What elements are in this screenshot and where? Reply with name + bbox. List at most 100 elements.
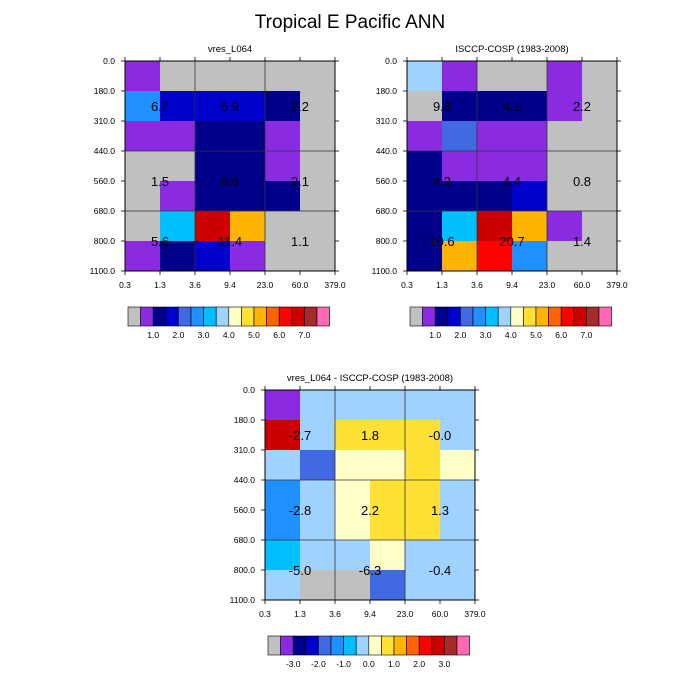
y-tick-label: 440.0	[376, 146, 398, 156]
heatmap-cell	[125, 211, 161, 242]
y-tick-label: 680.0	[94, 206, 116, 216]
heatmap-cell	[370, 420, 406, 451]
colorbar-swatch	[280, 635, 294, 656]
heatmap-cell	[125, 121, 161, 152]
x-tick-label: 1.3	[294, 609, 306, 619]
heatmap-cell	[230, 181, 266, 212]
heatmap-cell	[405, 480, 441, 511]
heatmap-cell	[160, 91, 196, 122]
colorbar-label: -2.0	[311, 659, 326, 669]
heatmap-cell	[442, 151, 478, 182]
heatmap-cell	[477, 151, 513, 182]
colorbar-swatch	[140, 306, 154, 327]
block-value-label: -0.4	[429, 563, 451, 578]
heatmap-cell	[300, 420, 336, 451]
heatmap-cell	[125, 241, 161, 272]
heatmap-cell	[300, 570, 336, 601]
colorbar-swatch	[456, 635, 470, 656]
heatmap-cell	[335, 480, 371, 511]
heatmap-cell	[265, 510, 301, 541]
heatmap-cell	[160, 211, 196, 242]
panel-3: vres_L064 - ISCCP-COSP (1983-2008) -2.7 1.…	[230, 373, 486, 669]
heatmap-cell	[582, 151, 618, 182]
colorbar-swatch	[535, 306, 549, 327]
heatmap-cell	[442, 91, 478, 122]
x-tick-label: 0.3	[401, 280, 413, 290]
heatmap-cell	[477, 61, 513, 92]
block-value-label: 4.3	[433, 174, 451, 189]
y-tick-label: 800.0	[376, 236, 398, 246]
y-tick-label: 0.0	[243, 385, 255, 395]
colorbar-swatch	[318, 635, 332, 656]
block-value-label: 2.1	[291, 174, 309, 189]
colorbar-swatch	[304, 306, 318, 327]
y-tick-label: 440.0	[234, 475, 256, 485]
colorbar-swatch	[418, 635, 433, 656]
x-tick-label: 23.0	[397, 609, 414, 619]
heatmap-cell	[125, 151, 161, 182]
heatmap-cell	[300, 241, 336, 272]
heatmap-cell	[265, 390, 301, 421]
colorbar-swatch	[548, 306, 562, 327]
colorbar-swatch	[573, 306, 587, 327]
block-value-label: -2.7	[289, 428, 311, 443]
block-value-label: 4.1	[503, 99, 521, 114]
heatmap-cell	[407, 151, 443, 182]
colorbar-swatch	[586, 306, 600, 327]
colorbar-swatch	[215, 306, 230, 327]
heatmap-cell	[265, 61, 301, 92]
colorbar-swatch	[190, 306, 204, 327]
heatmap-cell	[160, 121, 196, 152]
x-tick-label: 379.0	[464, 609, 486, 619]
x-tick-label: 60.0	[292, 280, 309, 290]
heatmap-cell	[440, 390, 476, 421]
colorbar-swatch	[278, 306, 293, 327]
y-tick-label: 800.0	[94, 236, 116, 246]
y-tick-label: 180.0	[376, 86, 398, 96]
colorbar-label: 7.0	[298, 330, 310, 340]
colorbar-swatch	[203, 306, 217, 327]
heatmap-cell	[335, 450, 371, 481]
y-tick-label: 680.0	[234, 535, 256, 545]
heatmap-cell	[582, 91, 618, 122]
colorbar-label: 2.0	[172, 330, 184, 340]
panel-2: ISCCP-COSP (1983-2008) 9.8 4.1 2.2 4.3 4.4 0.8…	[372, 44, 628, 340]
heatmap-cell	[335, 390, 371, 421]
heatmap-cell	[265, 181, 301, 212]
colorbar-swatch	[406, 635, 420, 656]
x-tick-label: 60.0	[574, 280, 591, 290]
heatmap-cell	[547, 61, 583, 92]
colorbar-swatch	[241, 306, 255, 327]
panel-1: vres_L064 6.7 5.9 2.2 1.5 6.6 2.1 5.6 11.4 1.1 0.3…	[90, 44, 346, 340]
heatmap-cell	[230, 91, 266, 122]
heatmap-cell	[195, 241, 231, 272]
colorbar-label: 2.0	[454, 330, 466, 340]
colorbar-swatch	[560, 306, 575, 327]
y-tick-label: 1100.0	[90, 266, 116, 276]
colorbar-swatch	[127, 306, 141, 327]
heatmap-cell	[582, 241, 618, 272]
heatmap-cell	[547, 181, 583, 212]
heatmap-cell	[195, 181, 231, 212]
heatmap-cell	[477, 181, 513, 212]
heatmap-cell	[300, 211, 336, 242]
panel-title: ISCCP-COSP (1983-2008)	[455, 44, 568, 55]
heatmap-cell	[125, 61, 161, 92]
x-tick-label: 0.3	[119, 280, 131, 290]
block-value-label: 2.2	[573, 99, 591, 114]
heatmap-cell	[300, 151, 336, 182]
block-value-label: 20.7	[499, 234, 524, 249]
block-value-label: 2.2	[361, 503, 379, 518]
y-tick-label: 310.0	[234, 445, 256, 455]
x-tick-label: 3.6	[329, 609, 341, 619]
y-tick-label: 0.0	[103, 56, 115, 66]
colorbar-swatch	[292, 635, 307, 656]
colorbar-swatch	[291, 306, 305, 327]
block-value-label: -0.0	[429, 428, 451, 443]
heatmap-cell	[300, 91, 336, 122]
figure-title: Tropical E Pacific ANN	[255, 12, 445, 33]
heatmap-cell	[265, 211, 301, 242]
heatmap-cell	[370, 480, 406, 511]
x-tick-label: 1.3	[436, 280, 448, 290]
